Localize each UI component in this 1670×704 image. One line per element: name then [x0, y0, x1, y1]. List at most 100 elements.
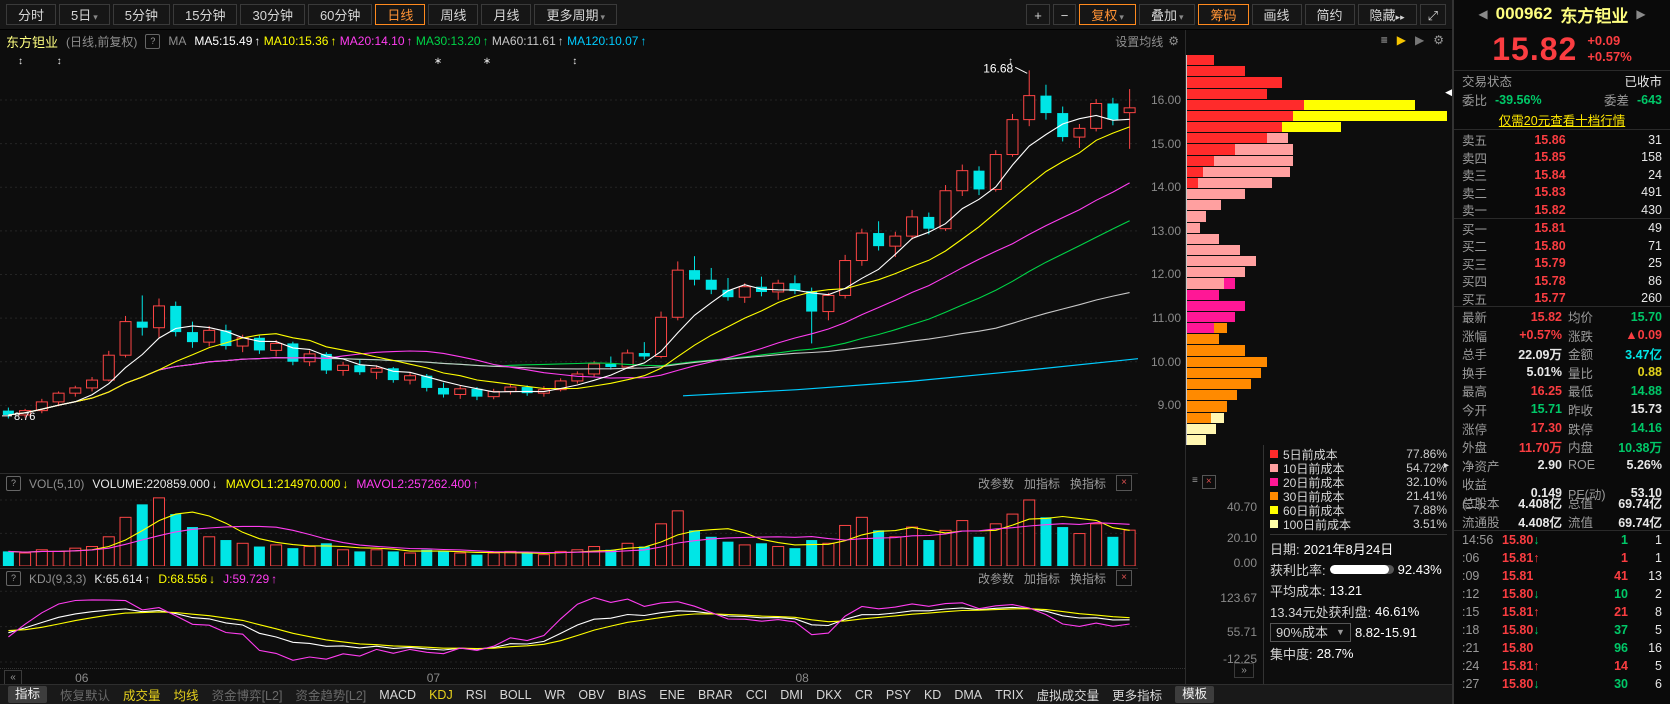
help-icon[interactable]: ? [145, 33, 161, 49]
chip-histogram-row [1187, 110, 1452, 122]
indicator-tab-bias[interactable]: BIAS [617, 687, 647, 702]
legend-pct: 54.72% [1406, 461, 1447, 475]
indicator-tab-trix[interactable]: TRIX [995, 687, 1024, 702]
period-weekly[interactable]: 周线 [428, 4, 479, 25]
weibi-label: 委比 [1462, 94, 1488, 108]
kdj-close-icon[interactable]: × [1116, 570, 1132, 586]
trend-up-icon: ↑ [406, 34, 413, 48]
vol-action-1[interactable]: 加指标 [1023, 477, 1060, 491]
kdj-action-1[interactable]: 加指标 [1023, 572, 1060, 586]
vol-action-2[interactable]: 换指标 [1069, 477, 1106, 491]
play-disabled-icon[interactable]: ▶ [1415, 33, 1425, 47]
indicator-tab-psy[interactable]: PSY [885, 687, 911, 702]
ask-row[interactable]: 卖一 15.82 430 [1462, 202, 1662, 219]
weicha-label: 委差 [1603, 94, 1629, 108]
chip-legend-item: 30日前成本 21.41% [1270, 489, 1447, 504]
indicator-tab-volume[interactable]: 成交量 [123, 689, 161, 703]
kdj-chart[interactable] [0, 588, 1138, 666]
fullscreen-button[interactable]: ⤢ [1419, 4, 1446, 25]
vol-list-icon[interactable]: ≡ [1192, 475, 1198, 486]
indicator-tab-dmi[interactable]: DMI [780, 687, 804, 702]
bid-row[interactable]: 买五 15.77 260 [1462, 291, 1662, 307]
simple-mode-button[interactable]: 简约 [1304, 4, 1355, 25]
indicator-tab-cci[interactable]: CCI [745, 687, 768, 702]
bid-row[interactable]: 买二 15.80 71 [1462, 238, 1662, 255]
draw-line-button[interactable]: 画线 [1251, 4, 1302, 25]
fuquan-button[interactable]: 复权 ▾ [1079, 4, 1136, 25]
vol-action-0[interactable]: 改参数 [977, 477, 1014, 491]
period-30min[interactable]: 30分钟 [240, 4, 305, 25]
next-stock-arrow[interactable]: ▶ [1636, 7, 1646, 21]
chip-settings-gear-icon[interactable]: ⚙ [1433, 33, 1444, 47]
month-label: 08 [795, 671, 809, 685]
ask-row[interactable]: 卖四 15.85 158 [1462, 150, 1662, 166]
chip-histogram-row [1187, 99, 1452, 110]
indicator-tab-ene[interactable]: ENE [659, 687, 685, 702]
indicator-tab-kdj[interactable]: KDJ [429, 687, 453, 702]
chip-histogram-row [1187, 323, 1452, 334]
indicator-tab-more-indicators[interactable]: 更多指标 [1112, 689, 1163, 703]
period-timeline[interactable]: 分时 [6, 4, 57, 25]
tick-down-icon: ↓ [1533, 623, 1540, 638]
indicator-tab-rsi[interactable]: RSI [465, 687, 487, 702]
indicator-tab-cr[interactable]: CR [854, 687, 873, 702]
indicator-tab-virtual-volume[interactable]: 虚拟成交量 [1036, 689, 1100, 703]
vol-close-icon[interactable]: × [1201, 475, 1216, 489]
overlay-button[interactable]: 叠加 ▾ [1138, 4, 1196, 25]
tick-up-icon: ↑ [1533, 551, 1540, 566]
indicator-tab-obv[interactable]: OBV [578, 687, 605, 702]
indicator-tab-dkx[interactable]: DKX [816, 687, 842, 702]
indicator-tab-dma[interactable]: DMA [954, 687, 983, 702]
indicator-tab-restore-default[interactable]: 恢复默认 [60, 689, 111, 703]
indicator-tab-ma[interactable]: 均线 [173, 689, 199, 703]
ask-row[interactable]: 卖三 15.84 24 [1462, 167, 1662, 184]
period-15min[interactable]: 15分钟 [173, 4, 238, 25]
cost-range-dropdown[interactable]: 90%成本 ▼ [1270, 623, 1351, 642]
ask-row[interactable]: 卖五 15.86 31 [1462, 132, 1662, 149]
indicator-tab-template[interactable]: 模板 [1175, 686, 1215, 703]
period-daily[interactable]: 日线 [375, 4, 426, 25]
subchart-axis-gutter: ≡ × » 40.70 20.10 0.00 123.67 55.71 -12.25 [1186, 445, 1263, 684]
period-5min[interactable]: 5分钟 [112, 4, 171, 25]
indicator-tab-brar[interactable]: BRAR [697, 687, 733, 702]
indicator-tab-macd[interactable]: MACD [379, 687, 417, 702]
indicator-tab-boll[interactable]: BOLL [499, 687, 532, 702]
chouma-button[interactable]: 筹码 [1198, 4, 1249, 25]
period-more-periods[interactable]: 更多周期 ▾ [534, 4, 618, 25]
ask-row[interactable]: 卖二 15.83 491 [1462, 185, 1662, 201]
indicator-tab-capital-trend[interactable]: 资金趋势[L2] [295, 689, 367, 703]
chip-histogram-row [1187, 122, 1452, 133]
chip-stat-row: 13.34元处获利盘: 46.61% [1270, 604, 1420, 620]
ma-settings-button[interactable]: 设置均线 ⚙ [1115, 33, 1179, 50]
kdj-action-0[interactable]: 改参数 [977, 572, 1014, 586]
price-axis-label: 13.00 [1150, 223, 1181, 238]
vol-help-icon[interactable]: ? [6, 476, 21, 491]
scroll-left-button[interactable]: « [4, 670, 22, 685]
indicator-tab-kd[interactable]: KD [923, 687, 942, 702]
bid-row[interactable]: 买一 15.81 49 [1462, 221, 1662, 237]
period-5day[interactable]: 5日 ▾ [59, 4, 110, 25]
zoom-in-button[interactable]: + [1026, 4, 1050, 25]
play-forward-icon[interactable]: ▶ [1396, 33, 1406, 47]
kdj-action-2[interactable]: 换指标 [1069, 572, 1106, 586]
volume-chart[interactable] [0, 493, 1138, 566]
panel-collapse-handle[interactable]: ▸ [1444, 460, 1450, 471]
hide-button[interactable]: 隐藏▸▸ [1357, 4, 1417, 25]
bid-row[interactable]: 买三 15.79 25 [1462, 256, 1662, 272]
level2-promo-link[interactable]: 仅需20元查看十档行情 [1454, 109, 1670, 130]
prev-stock-arrow[interactable]: ◀ [1478, 7, 1488, 21]
indicator-tab-capital-game[interactable]: 资金博弈[L2] [211, 689, 283, 703]
trend-down-icon: ↓ [342, 476, 349, 491]
scroll-right-button[interactable]: » [1234, 663, 1254, 678]
period-monthly[interactable]: 月线 [481, 4, 532, 25]
bid-row[interactable]: 买四 15.78 86 [1462, 273, 1662, 290]
indicator-tab-wr[interactable]: WR [544, 687, 566, 702]
indicator-tab-indicator[interactable]: 指标 [8, 686, 48, 703]
candlestick-chart[interactable]: ↕ ↕ ∗ ∗ ↕ ↕16.688.76 [0, 52, 1138, 473]
zoom-out-button[interactable]: − [1052, 4, 1077, 25]
kdj-help-icon[interactable]: ? [6, 571, 21, 586]
chip-legend-item: 100日前成本 3.51% [1270, 517, 1447, 532]
list-icon[interactable]: ≡ [1380, 33, 1388, 47]
period-60min[interactable]: 60分钟 [307, 4, 373, 25]
vol-close-icon[interactable]: × [1116, 475, 1132, 491]
